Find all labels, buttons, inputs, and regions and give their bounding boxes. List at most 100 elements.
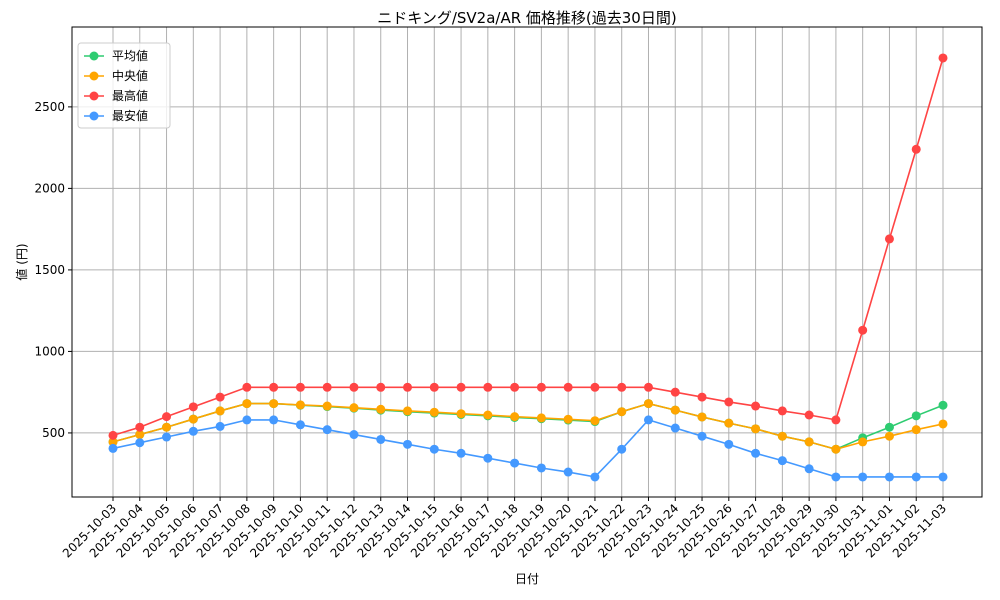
data-point — [242, 415, 252, 425]
data-point — [911, 144, 921, 154]
data-point — [162, 432, 172, 442]
data-point — [643, 399, 653, 409]
y-tick-label: 1500 — [34, 263, 65, 277]
data-point — [911, 425, 921, 435]
data-point — [295, 382, 305, 392]
y-tick-label: 2500 — [34, 100, 65, 114]
data-point — [215, 406, 225, 416]
data-point — [135, 422, 145, 432]
data-point — [724, 397, 734, 407]
data-point — [670, 387, 680, 397]
data-point — [188, 426, 198, 436]
data-point — [697, 412, 707, 422]
data-point — [858, 325, 868, 335]
data-point — [590, 382, 600, 392]
plot-frame — [71, 26, 983, 498]
data-point — [536, 382, 546, 392]
data-point — [751, 401, 761, 411]
data-point — [295, 420, 305, 430]
legend-box — [77, 42, 171, 129]
data-point — [242, 382, 252, 392]
data-point — [456, 448, 466, 458]
data-point — [456, 382, 466, 392]
data-point — [108, 443, 118, 453]
data-point — [483, 410, 493, 420]
data-point — [456, 409, 466, 419]
data-point — [536, 463, 546, 473]
data-point — [403, 382, 413, 392]
data-point — [188, 402, 198, 412]
data-point — [617, 382, 627, 392]
data-point — [724, 418, 734, 428]
legend-marker — [89, 111, 99, 121]
data-point — [510, 412, 520, 422]
series-2 — [108, 53, 948, 440]
data-point — [510, 458, 520, 468]
data-point — [590, 416, 600, 426]
data-point — [697, 392, 707, 402]
data-point — [322, 425, 332, 435]
y-tick-label: 2000 — [34, 181, 65, 195]
data-point — [670, 405, 680, 415]
data-point — [215, 392, 225, 402]
y-tick-label: 1000 — [34, 344, 65, 358]
data-point — [724, 439, 734, 449]
data-point — [215, 421, 225, 431]
chart-title: ニドキング/SV2a/AR 価格推移(過去30日間) — [377, 9, 676, 27]
data-point — [242, 399, 252, 409]
data-point — [349, 430, 359, 440]
data-point — [483, 382, 493, 392]
data-point — [563, 382, 573, 392]
y-axis-label: 値 (円) — [14, 243, 29, 280]
legend-marker — [89, 71, 99, 81]
data-point — [777, 431, 787, 441]
data-point — [831, 444, 841, 454]
data-point — [135, 430, 145, 440]
data-point — [858, 472, 868, 482]
data-point — [510, 382, 520, 392]
legend-label: 中央値 — [112, 68, 148, 83]
data-point — [295, 400, 305, 410]
legend-marker — [89, 51, 99, 61]
data-point — [322, 382, 332, 392]
data-point — [376, 404, 386, 414]
data-point — [429, 444, 439, 454]
data-point — [911, 472, 921, 482]
data-point — [483, 453, 493, 463]
data-point — [804, 410, 814, 420]
data-point — [831, 472, 841, 482]
data-point — [536, 413, 546, 423]
legend-label: 最安値 — [112, 108, 148, 123]
data-point — [403, 439, 413, 449]
data-point — [188, 414, 198, 424]
data-point — [108, 437, 118, 447]
data-point — [884, 422, 894, 432]
data-point — [349, 382, 359, 392]
data-point — [858, 437, 868, 447]
data-point — [162, 422, 172, 432]
data-point — [376, 434, 386, 444]
data-point — [563, 467, 573, 477]
y-tick-label: 500 — [42, 426, 65, 440]
data-point — [804, 437, 814, 447]
data-point — [617, 407, 627, 417]
data-point — [884, 472, 894, 482]
data-point — [643, 382, 653, 392]
data-point — [938, 472, 948, 482]
data-point — [563, 414, 573, 424]
data-point — [670, 423, 680, 433]
y-axis: 500 1000 1500 2000 2500 — [34, 100, 72, 440]
data-point — [777, 456, 787, 466]
data-point — [751, 424, 761, 434]
series-3 — [108, 415, 948, 482]
data-point — [376, 382, 386, 392]
legend-label: 最高値 — [112, 88, 148, 103]
data-point — [617, 444, 627, 454]
data-point — [349, 403, 359, 413]
data-point — [590, 472, 600, 482]
data-point — [322, 401, 332, 411]
data-point — [938, 53, 948, 63]
series-group — [108, 53, 948, 482]
